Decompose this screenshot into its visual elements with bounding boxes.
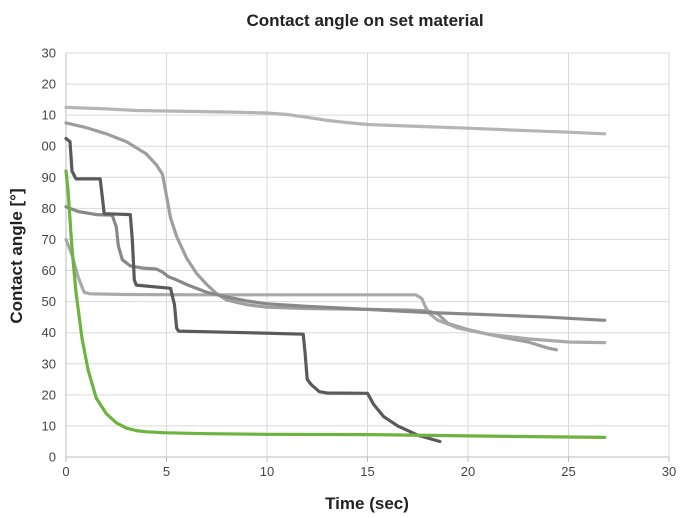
y-tick-label: 50: [42, 294, 56, 309]
series-line-3: [64, 237, 607, 345]
y-tick-label: 70: [42, 232, 56, 247]
grid: [66, 52, 670, 457]
axes: [65, 53, 670, 462]
y-tick-labels: 0 10 20 30 40 50 60 70 80 90 00 10 20 30: [42, 46, 56, 465]
y-tick-label: 10: [42, 108, 56, 123]
x-tick-label: 20: [461, 464, 475, 479]
y-tick-label: 30: [42, 46, 56, 61]
series-lines: [64, 105, 607, 444]
x-tick-labels: 0 5 10 15 20 25 30: [62, 464, 676, 479]
x-tick-label: 15: [360, 464, 374, 479]
x-tick-label: 10: [260, 464, 274, 479]
series-line-6: [64, 169, 607, 439]
x-axis-label: Time (sec): [325, 494, 409, 513]
y-tick-label: 80: [42, 201, 56, 216]
x-tick-label: 30: [662, 464, 676, 479]
series-line-5: [64, 136, 442, 444]
y-tick-label: 0: [49, 450, 56, 465]
x-tick-label: 25: [561, 464, 575, 479]
x-tick-label: 0: [62, 464, 69, 479]
chart-title: Contact angle on set material: [246, 11, 483, 30]
y-tick-label: 20: [42, 77, 56, 92]
y-tick-label: 30: [42, 356, 56, 371]
y-tick-label: 90: [42, 170, 56, 185]
y-tick-label: 60: [42, 263, 56, 278]
y-tick-label: 40: [42, 325, 56, 340]
y-tick-label: 20: [42, 387, 56, 402]
y-tick-label: 10: [42, 418, 56, 433]
x-tick-label: 5: [163, 464, 170, 479]
series-line-4: [64, 205, 607, 322]
y-tick-label: 00: [42, 139, 56, 154]
y-axis-label: Contact angle [°]: [7, 188, 26, 323]
series-line-1: [64, 105, 607, 136]
